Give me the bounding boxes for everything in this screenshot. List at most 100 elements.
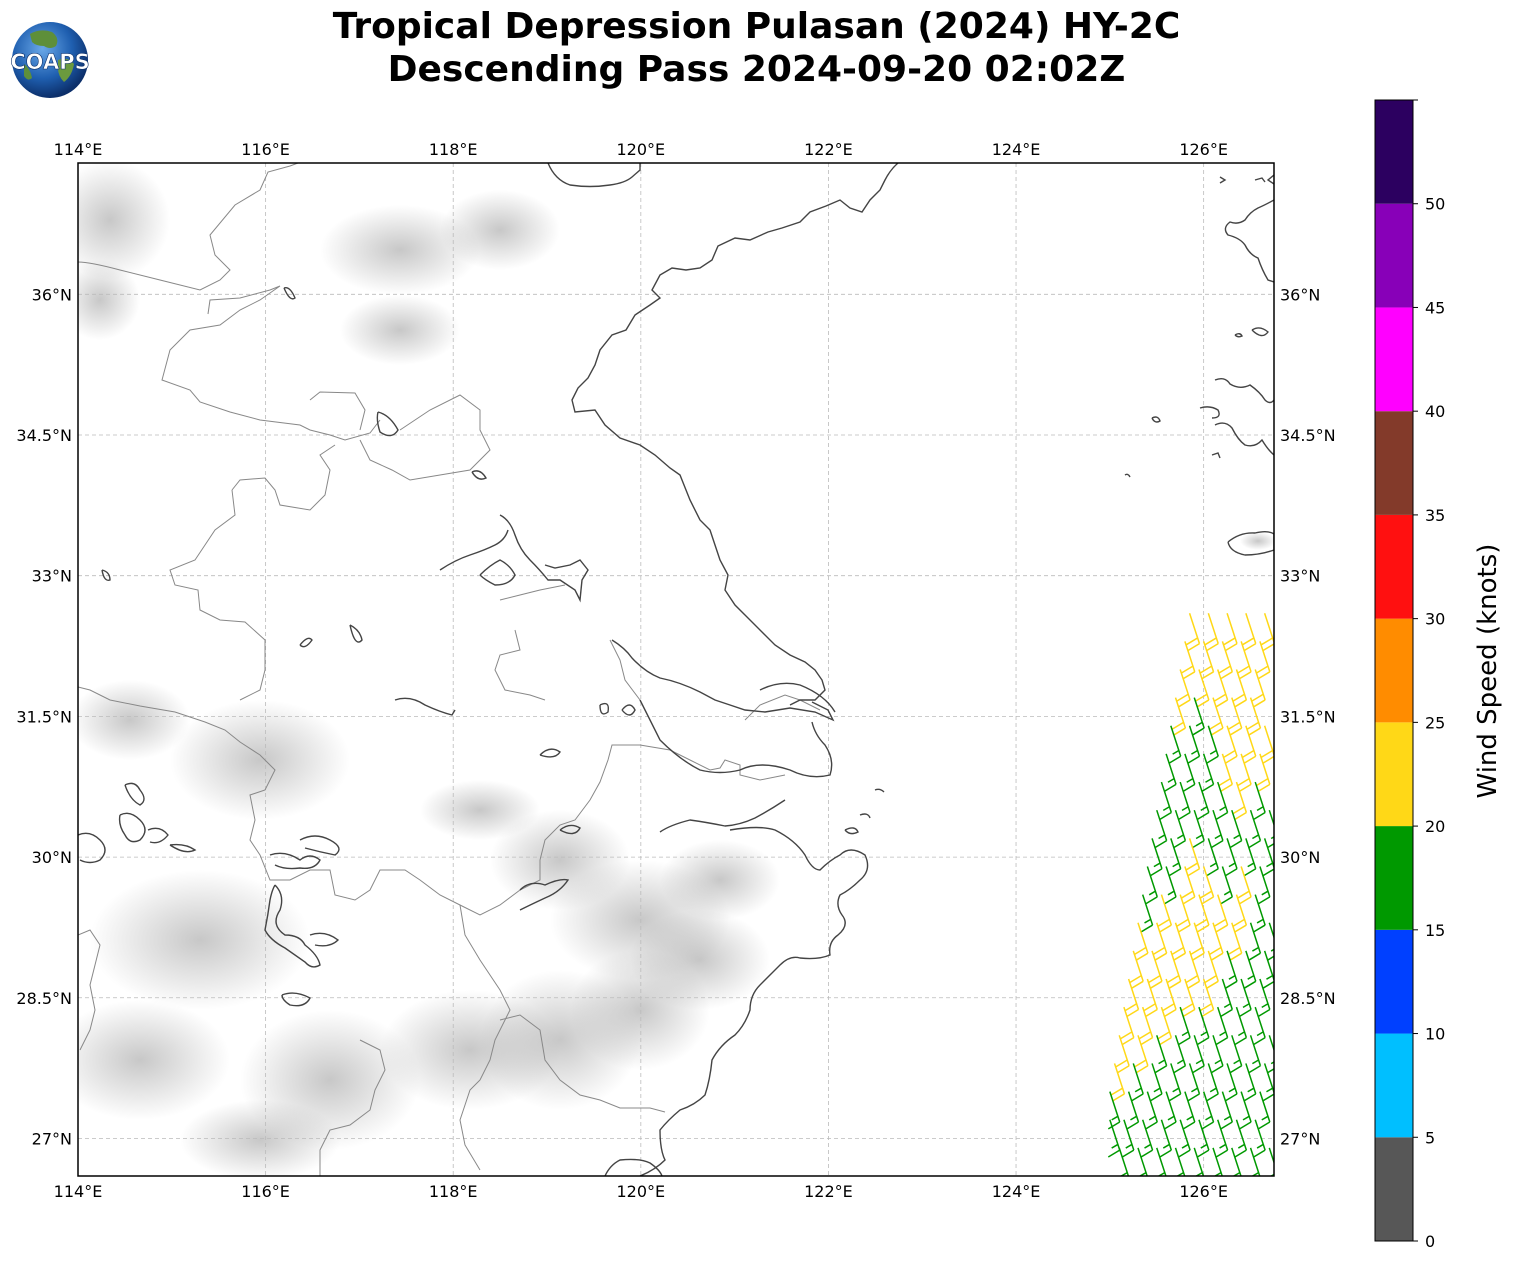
- barb-full: [1182, 671, 1196, 680]
- barb-full: [1192, 1065, 1205, 1074]
- barb-full: [1246, 721, 1259, 730]
- barb-half: [1242, 1003, 1250, 1008]
- lon-labels-top: 114°E 116°E 118°E 120°E 122°E 124°E 126°E: [54, 140, 1228, 159]
- barb-full: [1187, 1093, 1200, 1102]
- barb-full: [1157, 1031, 1170, 1040]
- barb-full: [1230, 1178, 1241, 1185]
- barb-half: [1214, 1059, 1222, 1065]
- barb-full: [1126, 1008, 1139, 1017]
- barb-full: [1248, 1065, 1261, 1074]
- wind-barb: [1229, 809, 1243, 849]
- wind-barb: [1215, 1119, 1229, 1158]
- logo-text: COAPS: [10, 50, 89, 74]
- wind-barb: [1239, 978, 1252, 1017]
- barb-full: [1248, 952, 1261, 961]
- barb-full: [1178, 699, 1191, 708]
- wind-barb: [1187, 1063, 1201, 1102]
- barb-half: [1111, 1143, 1119, 1149]
- barb-full: [1237, 890, 1250, 899]
- colorbar-bin: [1375, 307, 1413, 412]
- lon-tick-label: 126°E: [1179, 1182, 1228, 1201]
- barb-full: [1126, 1121, 1139, 1130]
- barb-full: [1211, 727, 1224, 736]
- lat-tick-label: 36°N: [1280, 285, 1320, 304]
- barb-full: [1190, 946, 1203, 955]
- barb-full: [1242, 637, 1255, 646]
- barb-full: [1206, 1093, 1219, 1102]
- barb-full: [1181, 890, 1194, 899]
- barb-full: [1140, 1036, 1153, 1046]
- barb-full: [1164, 1121, 1177, 1130]
- wind-barb: [1110, 1063, 1126, 1102]
- barb-full: [1187, 643, 1200, 652]
- barb-full: [1173, 952, 1186, 961]
- barb-full: [1204, 637, 1217, 646]
- barb-full: [1253, 699, 1266, 708]
- barb-half: [1252, 834, 1259, 840]
- wind-barb: [1192, 697, 1205, 736]
- wind-barb: [1138, 1006, 1154, 1046]
- barb-full: [1143, 1003, 1156, 1012]
- barb-full: [1227, 721, 1241, 730]
- wind-barb: [1185, 950, 1201, 989]
- barb-half: [1219, 1031, 1227, 1037]
- barb-full: [1220, 896, 1233, 905]
- barb-full: [1268, 1178, 1279, 1185]
- wind-barb: [1260, 725, 1274, 764]
- barb-full: [1182, 1121, 1196, 1130]
- barb-full: [1223, 749, 1236, 759]
- barb-full: [1215, 1149, 1228, 1158]
- barb-full: [1225, 643, 1238, 652]
- barb-full: [1173, 839, 1186, 849]
- wind-barb: [1201, 1091, 1215, 1130]
- barb-full: [1234, 699, 1247, 708]
- barb-half: [1176, 1059, 1184, 1065]
- barb-full: [1206, 980, 1219, 989]
- wind-barb: [1213, 894, 1229, 933]
- barb-full: [1253, 1149, 1266, 1158]
- wind-barb: [1220, 978, 1234, 1017]
- wind-barb: [1134, 1035, 1149, 1074]
- barb-full: [1185, 974, 1198, 984]
- lat-tick-label: 34.5°N: [1280, 426, 1336, 445]
- wind-barb: [1182, 753, 1196, 792]
- wind-barb: [1256, 753, 1271, 792]
- barb-full: [1182, 1008, 1196, 1017]
- barb-full: [1197, 1036, 1210, 1046]
- wind-barb: [1107, 1119, 1121, 1158]
- barb-half: [1270, 948, 1274, 952]
- barb-half: [1247, 974, 1255, 980]
- lat-labels-right: 36°N 34.5°N 33°N 31.5°N 30°N 28.5°N 27°N: [1280, 285, 1336, 1148]
- barb-half: [1181, 1143, 1189, 1149]
- barb-full: [1243, 980, 1257, 989]
- lon-tick-label: 122°E: [804, 140, 853, 159]
- barb-full: [1249, 1178, 1260, 1185]
- barb-full: [1121, 1036, 1135, 1046]
- wind-barb: [1173, 1035, 1187, 1074]
- wind-barb: [1201, 753, 1215, 792]
- barb-full: [1243, 755, 1257, 764]
- wind-barb: [1206, 838, 1219, 877]
- barb-full: [1140, 924, 1153, 933]
- barb-full: [1195, 918, 1208, 927]
- barb-full: [1239, 896, 1252, 905]
- wind-barb: [1173, 809, 1187, 849]
- barb-half: [1148, 890, 1156, 896]
- barb-half: [1205, 777, 1213, 783]
- wind-barb: [1154, 809, 1168, 849]
- barb-full: [1129, 974, 1142, 984]
- barb-half: [1270, 835, 1274, 840]
- colorbar-tick-label: 50: [1425, 195, 1445, 214]
- lon-tick-label: 114°E: [54, 140, 103, 159]
- barb-full: [1187, 980, 1200, 989]
- wind-barb: [1239, 1091, 1252, 1130]
- barb-full: [1253, 924, 1266, 933]
- barb-full: [1239, 671, 1252, 680]
- barb-half: [1256, 918, 1264, 924]
- wind-barb: [1157, 1006, 1173, 1046]
- barb-full: [1229, 1065, 1243, 1074]
- wind-barb: [1220, 1091, 1234, 1130]
- lat-tick-label: 33°N: [1280, 567, 1320, 586]
- barb-full: [1176, 918, 1189, 927]
